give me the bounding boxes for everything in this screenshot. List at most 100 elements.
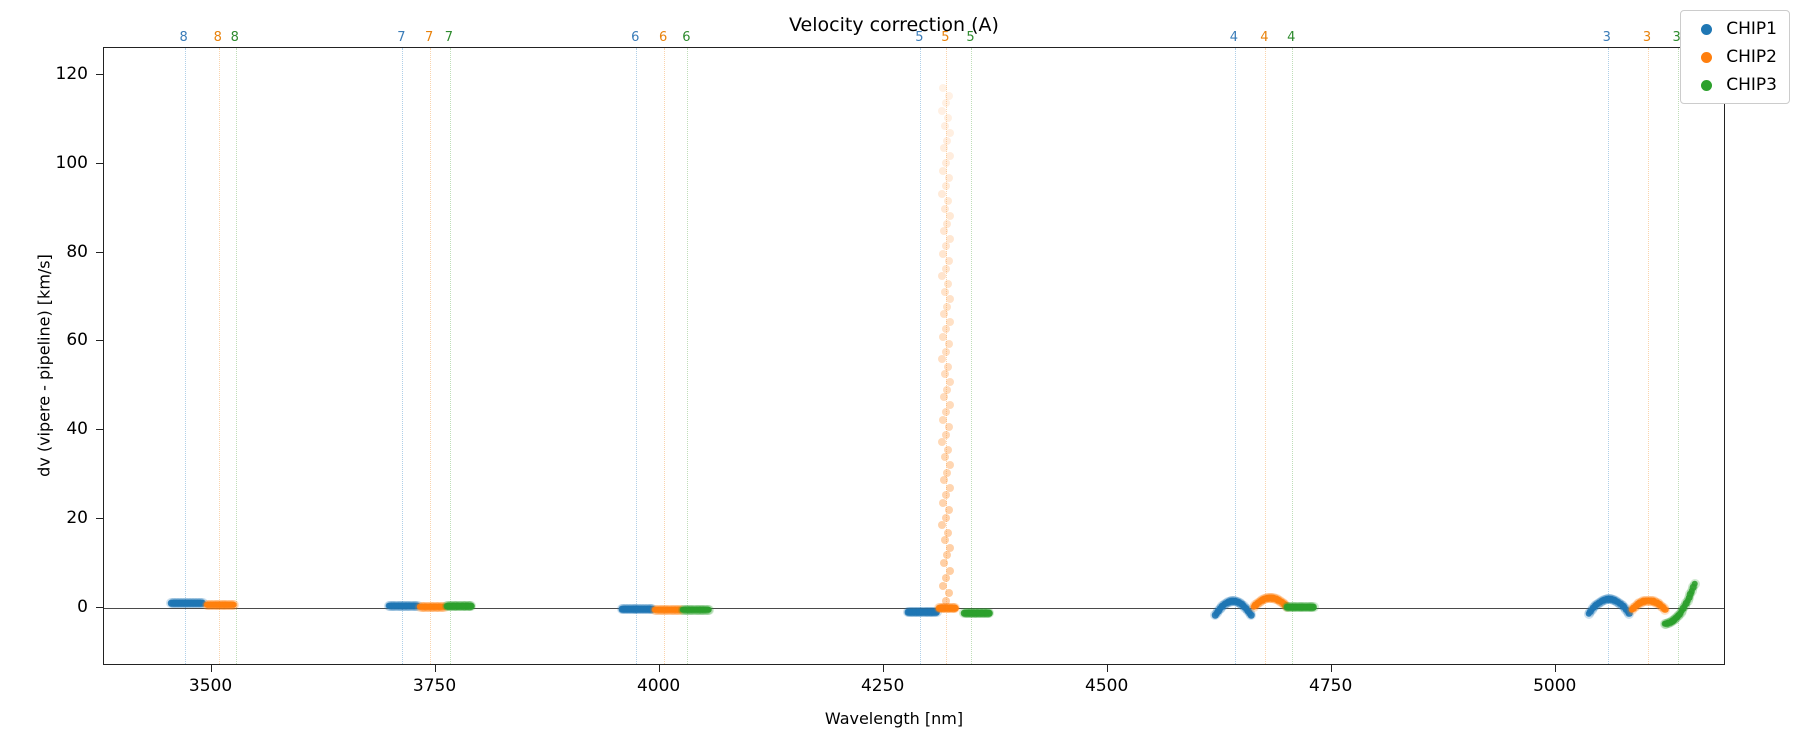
- x-tick-label: 3500: [188, 676, 233, 696]
- x-tick-label: 4000: [636, 676, 681, 696]
- guide-line: [1607, 48, 1609, 664]
- data-point: [943, 219, 952, 228]
- y-tick-mark: [96, 607, 103, 609]
- data-point: [939, 310, 948, 319]
- guide-line: [235, 48, 237, 664]
- data-point: [938, 521, 947, 530]
- data-point: [1661, 606, 1669, 613]
- data-point: [984, 608, 995, 619]
- guide-line: [920, 48, 922, 664]
- x-tick-mark: [658, 665, 660, 672]
- legend-item-label: CHIP2: [1726, 47, 1777, 67]
- data-point: [939, 84, 948, 92]
- data-point: [939, 249, 948, 258]
- guide-line: [664, 48, 666, 664]
- group-number-label: 5: [966, 30, 975, 45]
- legend-item-chip2[interactable]: CHIP2: [1691, 46, 1777, 68]
- guide-line: [402, 48, 404, 664]
- guide-line: [1648, 48, 1650, 664]
- guide-line: [1265, 48, 1267, 664]
- y-tick-mark: [96, 340, 103, 342]
- chart-title: Velocity correction (A): [789, 14, 999, 36]
- x-tick-mark: [1554, 665, 1556, 672]
- guide-line: [946, 48, 948, 664]
- y-tick-mark: [96, 518, 103, 520]
- data-point: [952, 604, 959, 612]
- zero-reference-line: [104, 608, 1724, 610]
- data-point: [944, 340, 953, 349]
- data-point: [945, 483, 954, 492]
- data-point: [946, 295, 955, 304]
- data-point: [942, 408, 951, 417]
- group-number-label: 8: [179, 30, 188, 45]
- data-point: [943, 136, 952, 145]
- data-point: [931, 607, 942, 618]
- data-point: [943, 362, 952, 371]
- data-point: [933, 608, 940, 616]
- data-point: [197, 598, 208, 609]
- data-point: [939, 415, 948, 424]
- data-point: [945, 234, 954, 243]
- x-axis-label: Wavelength [nm]: [824, 709, 964, 728]
- group-number-label: 3: [1602, 30, 1611, 45]
- data-point: [946, 212, 955, 221]
- data-point: [943, 114, 952, 123]
- data-point: [944, 423, 953, 432]
- y-tick-label: 60: [66, 330, 88, 351]
- data-point: [944, 174, 953, 183]
- data-point: [940, 370, 949, 379]
- data-point: [944, 91, 953, 100]
- data-point: [943, 385, 952, 394]
- data-point: [1688, 587, 1696, 595]
- data-point: [944, 589, 953, 598]
- data-point: [1624, 608, 1635, 619]
- data-point: [940, 121, 949, 130]
- guide-line: [1677, 48, 1679, 664]
- data-point: [939, 144, 948, 153]
- data-point: [938, 438, 947, 447]
- legend-item-chip1[interactable]: CHIP1: [1691, 18, 1777, 40]
- group-number-label: 4: [1260, 30, 1269, 45]
- data-point: [942, 574, 951, 583]
- x-tick-mark: [1106, 665, 1108, 672]
- data-point: [939, 332, 948, 341]
- data-point: [1247, 612, 1255, 619]
- guide-line: [1234, 48, 1236, 664]
- data-point: [939, 476, 948, 485]
- data-point: [986, 609, 993, 617]
- y-tick-label: 0: [77, 597, 88, 618]
- x-tick-mark: [210, 665, 212, 672]
- data-point: [939, 227, 948, 236]
- group-number-label: 7: [397, 30, 406, 45]
- data-point: [941, 513, 950, 522]
- data-point: [938, 106, 947, 115]
- plot-area[interactable]: [103, 47, 1725, 665]
- group-number-label: 6: [658, 30, 668, 45]
- group-number-label: 6: [631, 30, 640, 45]
- group-number-label: 8: [213, 30, 222, 45]
- y-tick-label: 20: [66, 508, 88, 529]
- data-point: [943, 445, 952, 454]
- guide-line: [687, 48, 689, 664]
- data-point: [703, 604, 714, 615]
- x-tick-label: 5000: [1533, 676, 1577, 696]
- data-point: [941, 182, 950, 191]
- data-point: [946, 378, 955, 387]
- data-point: [942, 242, 951, 251]
- x-tick-label: 4250: [860, 676, 905, 696]
- data-point: [1689, 584, 1697, 591]
- group-number-label: 7: [444, 30, 454, 45]
- data-point: [946, 460, 955, 469]
- legend[interactable]: CHIP1 CHIP2 CHIP3: [1680, 10, 1790, 104]
- legend-item-chip3[interactable]: CHIP3: [1691, 74, 1777, 96]
- group-number-label: 7: [425, 30, 434, 45]
- data-point: [1691, 580, 1698, 587]
- data-point: [1686, 586, 1697, 596]
- data-point: [942, 159, 951, 168]
- data-point: [946, 543, 955, 552]
- y-tick-mark: [96, 429, 103, 431]
- x-tick-mark: [882, 665, 884, 672]
- data-point: [938, 355, 947, 364]
- data-point: [1246, 610, 1257, 621]
- group-number-label: 6: [682, 30, 691, 45]
